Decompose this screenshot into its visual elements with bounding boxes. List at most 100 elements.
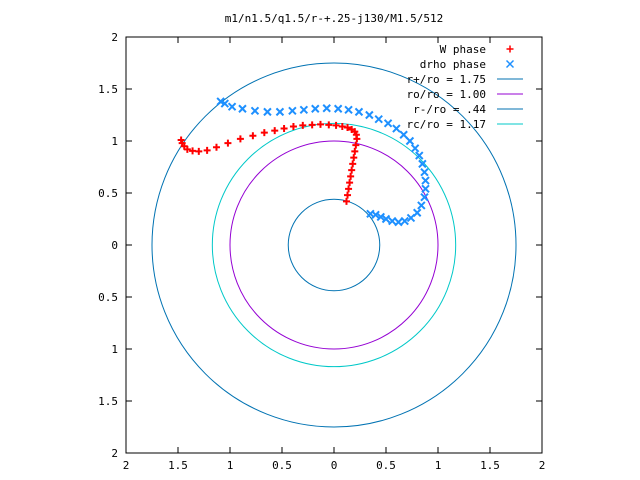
drho-phase-point: [333, 104, 343, 113]
chart-title: m1/n1.5/q1.5/r-+.25-j130/M1.5/512: [225, 12, 444, 25]
w-phase-point: [260, 129, 268, 137]
drho-phase-point: [410, 144, 420, 153]
w-phase-point: [249, 132, 257, 140]
w-phase-point: [332, 121, 340, 129]
y-tick-label: 0: [111, 239, 118, 252]
drho-phase-point: [344, 105, 353, 115]
w-phase-point: [271, 127, 279, 135]
drho-phase-point: [420, 192, 429, 202]
drho-phase-point: [417, 201, 426, 210]
w-phase-point: [350, 154, 358, 162]
drho-phase-point: [220, 99, 230, 108]
legend-label: W phase: [440, 43, 486, 56]
w-phase-point: [351, 147, 359, 155]
w-phase-point: [189, 147, 197, 155]
drho-phase-point: [394, 217, 403, 227]
drho-phase-point: [388, 216, 397, 226]
drho-phase-point: [374, 114, 383, 124]
w-phase-point: [289, 122, 297, 130]
legend-label: ro/ro = 1.00: [407, 88, 486, 101]
y-tick-label: 1.5: [98, 83, 118, 96]
w-phase-point: [345, 185, 353, 193]
w-phase-point: [325, 121, 333, 129]
y-tick-label: 2: [111, 447, 118, 460]
legend-label: r-/ro = .44: [413, 103, 486, 116]
drho-phase-point: [412, 208, 422, 217]
circle-r: [151, 62, 517, 428]
drho-phase-point: [381, 214, 391, 224]
point-series: [177, 97, 430, 227]
drho-phase-point: [275, 107, 285, 117]
w-phase-point: [344, 123, 352, 131]
w-phase-point: [299, 121, 307, 129]
drho-phase-point: [418, 159, 427, 169]
w-phase-point: [224, 139, 232, 147]
y-tick-label: 1: [111, 135, 118, 148]
x-tick-label: 2: [123, 459, 130, 472]
legend-label: r+/ro = 1.75: [407, 73, 486, 86]
y-tick-label: 0.5: [98, 187, 118, 200]
w-phase-point: [280, 125, 288, 133]
w-phase-point: [344, 191, 352, 199]
w-phase-point: [203, 146, 211, 154]
drho-phase-point: [311, 104, 320, 113]
w-phase-point: [212, 143, 220, 151]
drho-phase-point: [238, 104, 247, 113]
drho-phase-point: [399, 130, 408, 139]
circle-ro: [229, 140, 439, 350]
x-tick-label: 1: [227, 459, 234, 472]
drho-phase-point: [250, 106, 260, 116]
drho-phase-point: [354, 107, 364, 117]
circle-r: [287, 198, 381, 292]
drho-phase-point: [420, 167, 429, 177]
drho-phase-point: [405, 136, 415, 146]
drho-phase-point: [421, 176, 430, 185]
w-phase-point: [195, 147, 203, 155]
drho-phase-point: [400, 216, 409, 226]
drho-phase-point: [365, 110, 374, 120]
legend-label: drho phase: [420, 58, 486, 71]
w-phase-point: [347, 172, 355, 180]
y-tick-label: 1: [111, 343, 118, 356]
w-phase-point: [236, 135, 244, 143]
drho-phase-point: [392, 124, 401, 133]
circle-series: [151, 62, 517, 428]
drho-phase-point: [263, 107, 272, 117]
w-phase-point: [308, 121, 316, 129]
w-phase-point: [177, 136, 185, 144]
x-tick-label: 1.5: [480, 459, 500, 472]
axis-ticks: 2 1.5 1 0.5 0 0.5 1 1.5 221.510.500.511.52: [98, 31, 545, 472]
x-tick-label: 2: [539, 459, 546, 472]
drho-phase-point: [299, 105, 309, 115]
drho-phase-point: [216, 97, 225, 106]
x-tick-label: 1.5: [168, 459, 188, 472]
w-phase-point: [338, 122, 346, 130]
w-phase-point: [346, 179, 354, 187]
legend-key-marker: [505, 59, 515, 69]
w-phase-point: [342, 197, 350, 205]
w-phase-point: [349, 160, 357, 168]
legend: W phase drho phase r+/ro = 1.75 ro/ro = 1.0…: [407, 43, 523, 131]
drho-phase-point: [322, 104, 331, 113]
w-phase-point: [316, 120, 324, 128]
drho-phase-point: [376, 212, 386, 222]
x-tick-label: 0.5: [376, 459, 396, 472]
legend-label: rc/ro = 1.17: [407, 118, 486, 131]
w-phase-point: [352, 141, 360, 149]
drho-phase-point: [288, 106, 297, 116]
drho-phase-point: [421, 184, 430, 194]
drho-phase-point: [415, 151, 424, 160]
circle-rc: [211, 122, 457, 368]
y-tick-label: 1.5: [98, 395, 118, 408]
legend-key-marker: [506, 45, 514, 53]
x-tick-label: 1: [435, 459, 442, 472]
w-phase-point: [348, 166, 356, 174]
x-tick-label: 0: [331, 459, 338, 472]
x-tick-label: 0.5: [272, 459, 292, 472]
y-tick-label: 2: [111, 31, 118, 44]
drho-phase-point: [227, 102, 237, 111]
y-tick-label: 0.5: [98, 291, 118, 304]
w-phase-point: [348, 126, 356, 134]
drho-phase-point: [383, 119, 393, 128]
